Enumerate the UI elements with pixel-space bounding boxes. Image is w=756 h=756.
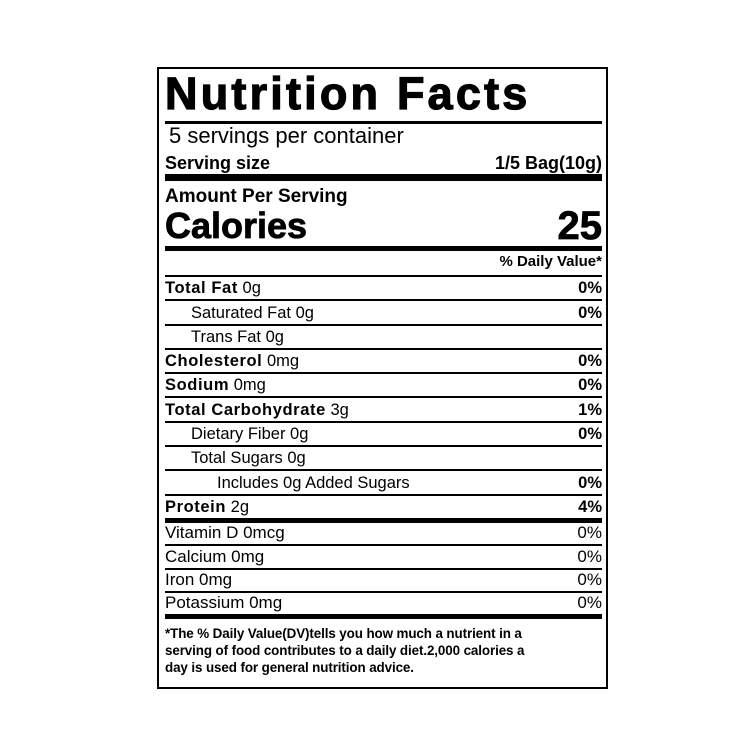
nutrient-name: Includes 0g Added Sugars: [217, 473, 410, 492]
nutrient-name: Cholesterol: [165, 352, 263, 371]
footnote-line: day is used for general nutrition advice…: [165, 660, 414, 676]
nutrient-label: Includes 0g Added Sugars: [217, 472, 410, 494]
vitamin-row: Iron 0mg 0%: [165, 570, 602, 591]
nutrient-name: Trans Fat: [191, 327, 261, 346]
nutrient-row: Total Carbohydrate 3g 1%: [165, 398, 602, 420]
nutrient-amount: 0g: [287, 449, 306, 468]
footnote: *The % Daily Value(DV)tells you how much…: [165, 619, 602, 676]
divider-thin: [165, 420, 602, 423]
vitamin-row: Vitamin D 0mcg 0%: [165, 523, 602, 544]
nutrient-label: Total Carbohydrate 3g: [165, 399, 349, 421]
nutrient-label: Total Fat 0g: [165, 277, 261, 299]
vitamin-label: Iron 0mg: [165, 569, 233, 589]
serving-size-value: 1/5 Bag(10g): [494, 153, 602, 173]
nutrient-row: Dietary Fiber 0g 0%: [165, 423, 602, 445]
vitamin-daily-value: 0%: [577, 569, 602, 589]
daily-value-header-text: % Daily Value*: [499, 253, 602, 270]
calories-row: Calories 25: [165, 204, 603, 248]
vitamin-label: Calcium 0mg: [165, 546, 265, 566]
nutrient-daily-value: 1%: [578, 400, 602, 419]
divider-thick: [165, 174, 602, 181]
vitamin-daily-value: 0%: [577, 593, 602, 613]
nutrient-name: Sodium: [165, 376, 230, 395]
nutrient-label: Total Sugars 0g: [191, 447, 306, 469]
divider-thin: [165, 590, 602, 593]
divider-medium: [165, 517, 602, 523]
label-title: Nutrition Facts: [164, 68, 531, 119]
footnote-line: serving of food contributes to a daily d…: [165, 643, 525, 659]
amount-per-serving: Amount Per Serving: [165, 186, 348, 207]
servings-per-container: 5 servings per container: [169, 123, 404, 148]
nutrient-amount: 0g: [295, 303, 314, 322]
nutrient-name: Dietary Fiber: [191, 425, 286, 444]
nutrient-amount: 0mg: [266, 352, 300, 371]
vitamin-label: Vitamin D 0mcg: [165, 523, 285, 543]
divider-thin: [165, 299, 602, 302]
nutrient-daily-value: 0%: [578, 473, 602, 492]
divider-thin: [165, 544, 602, 547]
nutrient-label: Cholesterol 0mg: [165, 350, 299, 372]
footnote-line: *The % Daily Value(DV)tells you how much…: [165, 626, 522, 642]
calories-label: Calories: [165, 205, 308, 246]
nutrient-daily-value: 0%: [578, 376, 602, 395]
serving-size-label: Serving size: [165, 153, 271, 173]
nutrient-amount: 0g: [265, 327, 284, 346]
divider-medium: [165, 246, 602, 251]
divider-thin: [165, 445, 602, 448]
nutrient-label: Saturated Fat 0g: [191, 302, 314, 324]
serving-size-row: Serving size 1/5 Bag(10g): [165, 148, 602, 174]
vitamin-daily-value: 0%: [577, 546, 602, 566]
nutrient-amount: 3g: [330, 400, 349, 419]
nutrient-name: Total Carbohydrate: [165, 400, 326, 419]
nutrient-amount: 0mg: [233, 376, 266, 395]
nutrient-row: Cholesterol 0mg 0%: [165, 350, 602, 372]
divider-thin: [165, 275, 602, 277]
nutrient-label: Trans Fat 0g: [191, 326, 284, 348]
divider-thin: [165, 469, 602, 472]
nutrient-amount: 0g: [290, 425, 309, 444]
divider-thin: [165, 493, 602, 496]
nutrient-label: Dietary Fiber 0g: [191, 423, 308, 445]
vitamin-row: Potassium 0mg 0%: [165, 593, 602, 614]
nutrient-row: Total Fat 0g 0%: [165, 277, 602, 299]
daily-value-header: % Daily Value*: [165, 251, 602, 275]
nutrient-row: Protein 2g 4%: [165, 496, 602, 518]
nutrient-row: Sodium 0mg 0%: [165, 374, 602, 396]
calories-value: 25: [557, 204, 602, 248]
nutrient-daily-value: 0%: [578, 279, 602, 298]
nutrient-amount: 2g: [230, 497, 249, 516]
divider: [165, 121, 602, 124]
nutrient-row: Includes 0g Added Sugars 0%: [165, 471, 602, 493]
nutrient-label: Protein 2g: [165, 496, 249, 518]
nutrient-amount: 0g: [242, 279, 261, 298]
nutrient-row: Trans Fat 0g: [165, 326, 602, 348]
vitamin-label: Potassium 0mg: [165, 593, 283, 613]
nutrient-name: Saturated Fat: [191, 303, 291, 322]
nutrient-row: Saturated Fat 0g 0%: [165, 301, 602, 323]
nutrient-name: Protein: [165, 497, 227, 516]
divider-thin: [165, 372, 602, 375]
nutrient-name: Total Sugars: [191, 449, 283, 468]
vitamin-row: Calcium 0mg 0%: [165, 546, 602, 567]
nutrient-daily-value: 0%: [578, 352, 602, 371]
nutrient-label: Sodium 0mg: [165, 374, 266, 396]
divider-thin: [165, 347, 602, 350]
divider-thin: [165, 567, 602, 570]
divider-thin: [165, 396, 602, 399]
divider-medium: [165, 614, 602, 620]
nutrient-name: Total Fat: [165, 279, 238, 298]
nutrient-daily-value: 0%: [578, 425, 602, 444]
nutrient-daily-value: 4%: [578, 497, 602, 516]
nutrient-row: Total Sugars 0g: [165, 447, 602, 469]
nutrition-facts-label: Nutrition Facts 5 servings per container…: [157, 67, 608, 689]
nutrient-daily-value: 0%: [578, 303, 602, 322]
divider-thin: [165, 323, 602, 326]
vitamin-daily-value: 0%: [577, 523, 602, 543]
